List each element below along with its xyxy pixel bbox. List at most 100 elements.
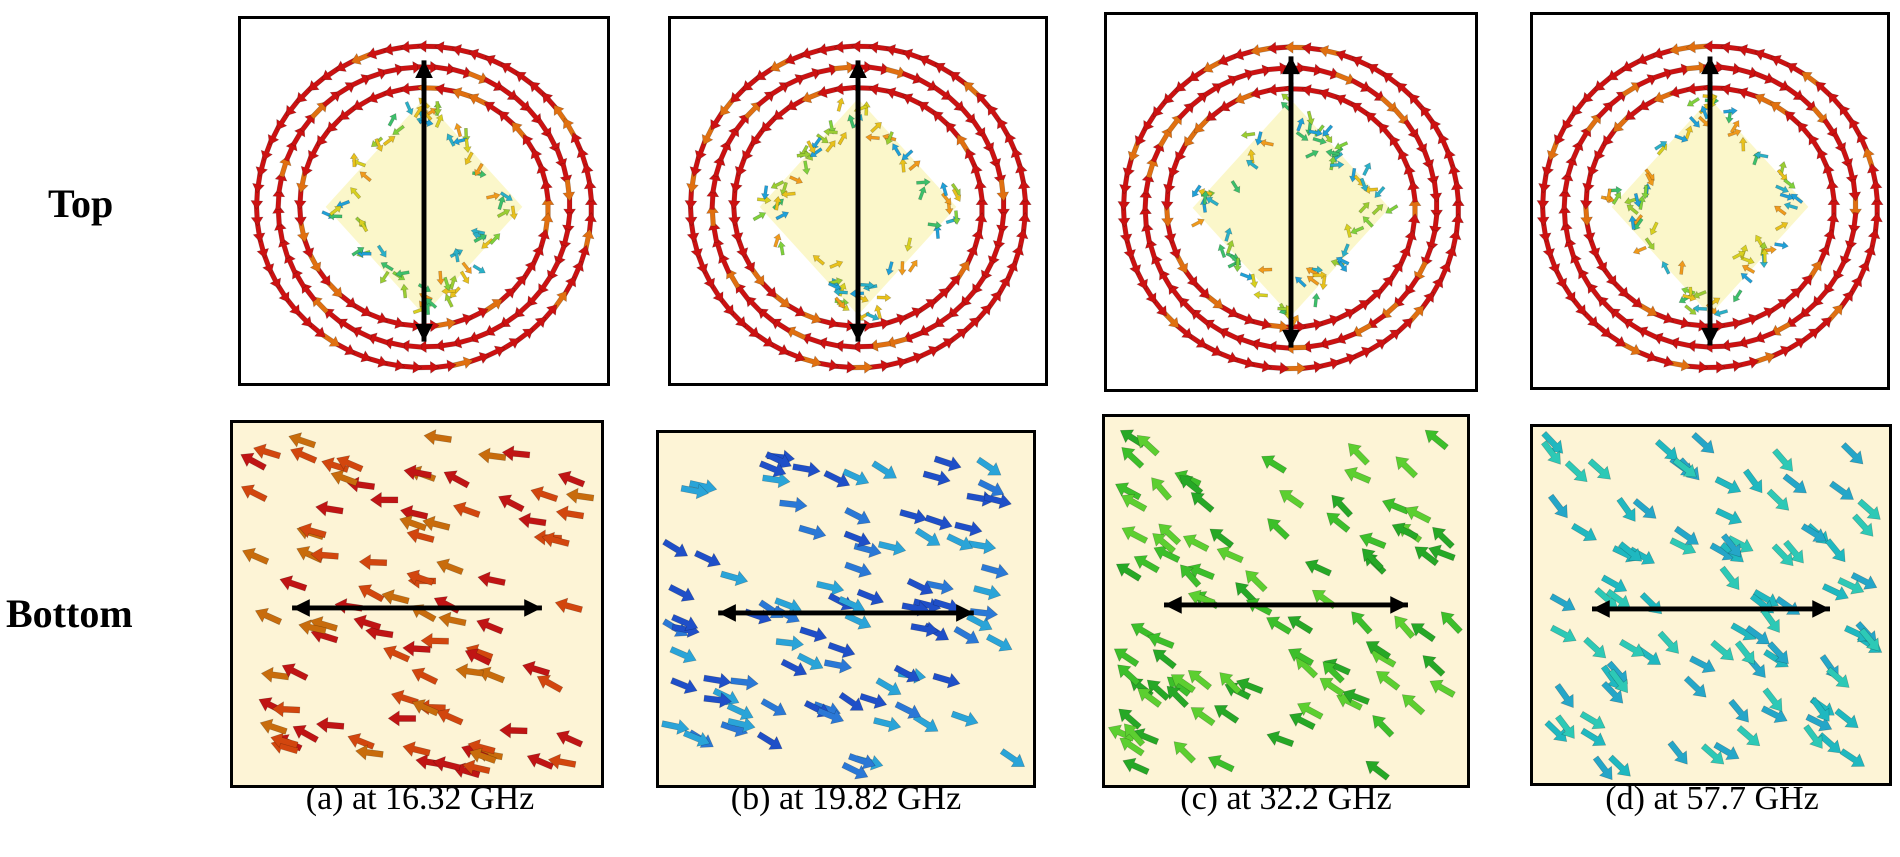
ring-current-arrow: [1636, 74, 1658, 88]
inner-current-arrow: [811, 136, 822, 150]
ring-current-arrow: [1585, 113, 1602, 133]
ring-current-arrow: [515, 71, 535, 88]
inner-current-arrow: [802, 160, 811, 176]
inner-current-arrow: [1335, 256, 1350, 266]
ring-current-arrow: [1652, 310, 1675, 324]
inner-current-arrow: [461, 261, 472, 275]
surface-current-arrow: [792, 461, 821, 478]
ring-current-arrow: [1638, 96, 1660, 111]
ring-current-arrow: [1186, 332, 1208, 348]
ring-current-arrow: [1720, 338, 1743, 352]
ring-current-arrow: [267, 123, 282, 146]
surface-current-arrow: [355, 744, 384, 761]
surface-current-arrow: [1715, 507, 1743, 526]
inner-current-arrow: [781, 189, 796, 199]
ring-current-arrow: [1624, 104, 1645, 121]
surface-current-arrow: [1840, 442, 1864, 465]
inner-current-arrow: [489, 233, 501, 246]
ring-current-arrow: [467, 70, 490, 85]
surface-current-arrow: [1728, 698, 1749, 723]
ring-current-arrow: [1447, 163, 1461, 187]
ring-current-arrow: [1451, 213, 1465, 236]
inner-current-arrow: [329, 205, 342, 217]
ring-current-arrow: [784, 74, 806, 88]
inner-current-arrow: [1654, 141, 1668, 151]
current-distribution-top-c: [1117, 40, 1465, 375]
ring-current-arrow: [1685, 360, 1709, 374]
ring-current-arrow: [1349, 300, 1370, 316]
ring-current-arrow: [1607, 91, 1628, 108]
surface-current-arrow: [1219, 672, 1242, 695]
ring-current-arrow: [1335, 94, 1357, 109]
ring-current-arrow: [366, 332, 389, 346]
ring-current-arrow: [451, 86, 474, 100]
ring-current-arrow: [1301, 318, 1324, 332]
inner-current-arrow: [1783, 201, 1799, 211]
inner-current-arrow: [1632, 245, 1647, 255]
ring-current-arrow: [1160, 204, 1174, 228]
inner-current-arrow: [1312, 136, 1327, 146]
ring-current-arrow: [1178, 297, 1197, 316]
inner-current-arrow: [860, 280, 875, 290]
inner-current-arrow: [1641, 184, 1650, 200]
panel-d-top: [1530, 12, 1890, 390]
surface-current-arrow: [859, 692, 888, 709]
inner-current-arrow: [770, 180, 785, 190]
ring-current-arrow: [484, 54, 507, 69]
surface-current-arrow: [1837, 576, 1865, 595]
surface-current-arrow: [844, 561, 872, 578]
ring-current-arrow: [553, 244, 567, 267]
surface-current-arrow: [953, 625, 980, 645]
ring-current-arrow: [450, 356, 474, 370]
inner-current-arrow: [1740, 272, 1753, 284]
surface-current-arrow: [1235, 582, 1258, 605]
ring-current-arrow: [1810, 105, 1828, 125]
inner-current-arrow: [1319, 275, 1328, 291]
ring-current-arrow: [1335, 49, 1358, 63]
surface-current-arrow: [1342, 688, 1370, 705]
ring-current-arrow: [1848, 179, 1862, 202]
surface-current-arrow: [499, 722, 528, 739]
ring-current-arrow: [1812, 287, 1830, 307]
surface-current-arrow: [1547, 493, 1568, 519]
ring-current-arrow: [293, 187, 307, 210]
inner-current-arrow: [1192, 184, 1202, 198]
surface-current-arrow: [1235, 677, 1264, 695]
inner-current-arrow: [1200, 190, 1210, 205]
ring-current-arrow: [949, 71, 969, 88]
surface-current-arrow: [358, 554, 388, 571]
surface-current-arrow: [411, 699, 440, 717]
inner-current-arrow: [825, 140, 836, 153]
ring-current-arrow: [561, 212, 575, 235]
surface-current-arrow: [1213, 705, 1240, 724]
ring-current-arrow: [1856, 260, 1870, 283]
surface-current-arrow: [477, 666, 506, 684]
ring-current-arrow: [1335, 330, 1358, 345]
surface-current-arrow: [530, 486, 559, 503]
surface-current-arrow: [1414, 546, 1440, 567]
ring-current-arrow: [690, 236, 704, 259]
current-distribution-top-a: [250, 39, 598, 374]
ring-current-arrow: [1785, 337, 1806, 353]
surface-current-arrow: [779, 496, 808, 513]
ring-current-arrow: [1317, 314, 1341, 328]
ring-current-arrow: [1605, 331, 1627, 347]
ring-current-arrow: [1736, 66, 1760, 79]
surface-current-arrow: [1343, 466, 1372, 484]
surface-current-arrow: [1375, 670, 1401, 691]
inner-current-arrow: [885, 261, 895, 276]
ring-current-arrow: [306, 321, 326, 338]
ring-current-arrow: [1127, 139, 1141, 162]
ring-current-arrow: [718, 252, 732, 275]
surface-current-arrow: [369, 491, 399, 509]
ring-current-arrow: [833, 339, 857, 353]
ring-current-arrow: [1351, 55, 1374, 70]
surface-current-arrow: [455, 663, 484, 680]
ring-current-arrow: [467, 307, 489, 322]
ring-current-arrow: [901, 307, 923, 322]
ring-current-arrow: [366, 47, 389, 60]
ring-current-arrow: [1166, 114, 1183, 134]
surface-current-arrow: [1683, 675, 1707, 698]
ring-current-arrow: [947, 300, 967, 318]
ring-current-arrow: [1753, 307, 1775, 322]
